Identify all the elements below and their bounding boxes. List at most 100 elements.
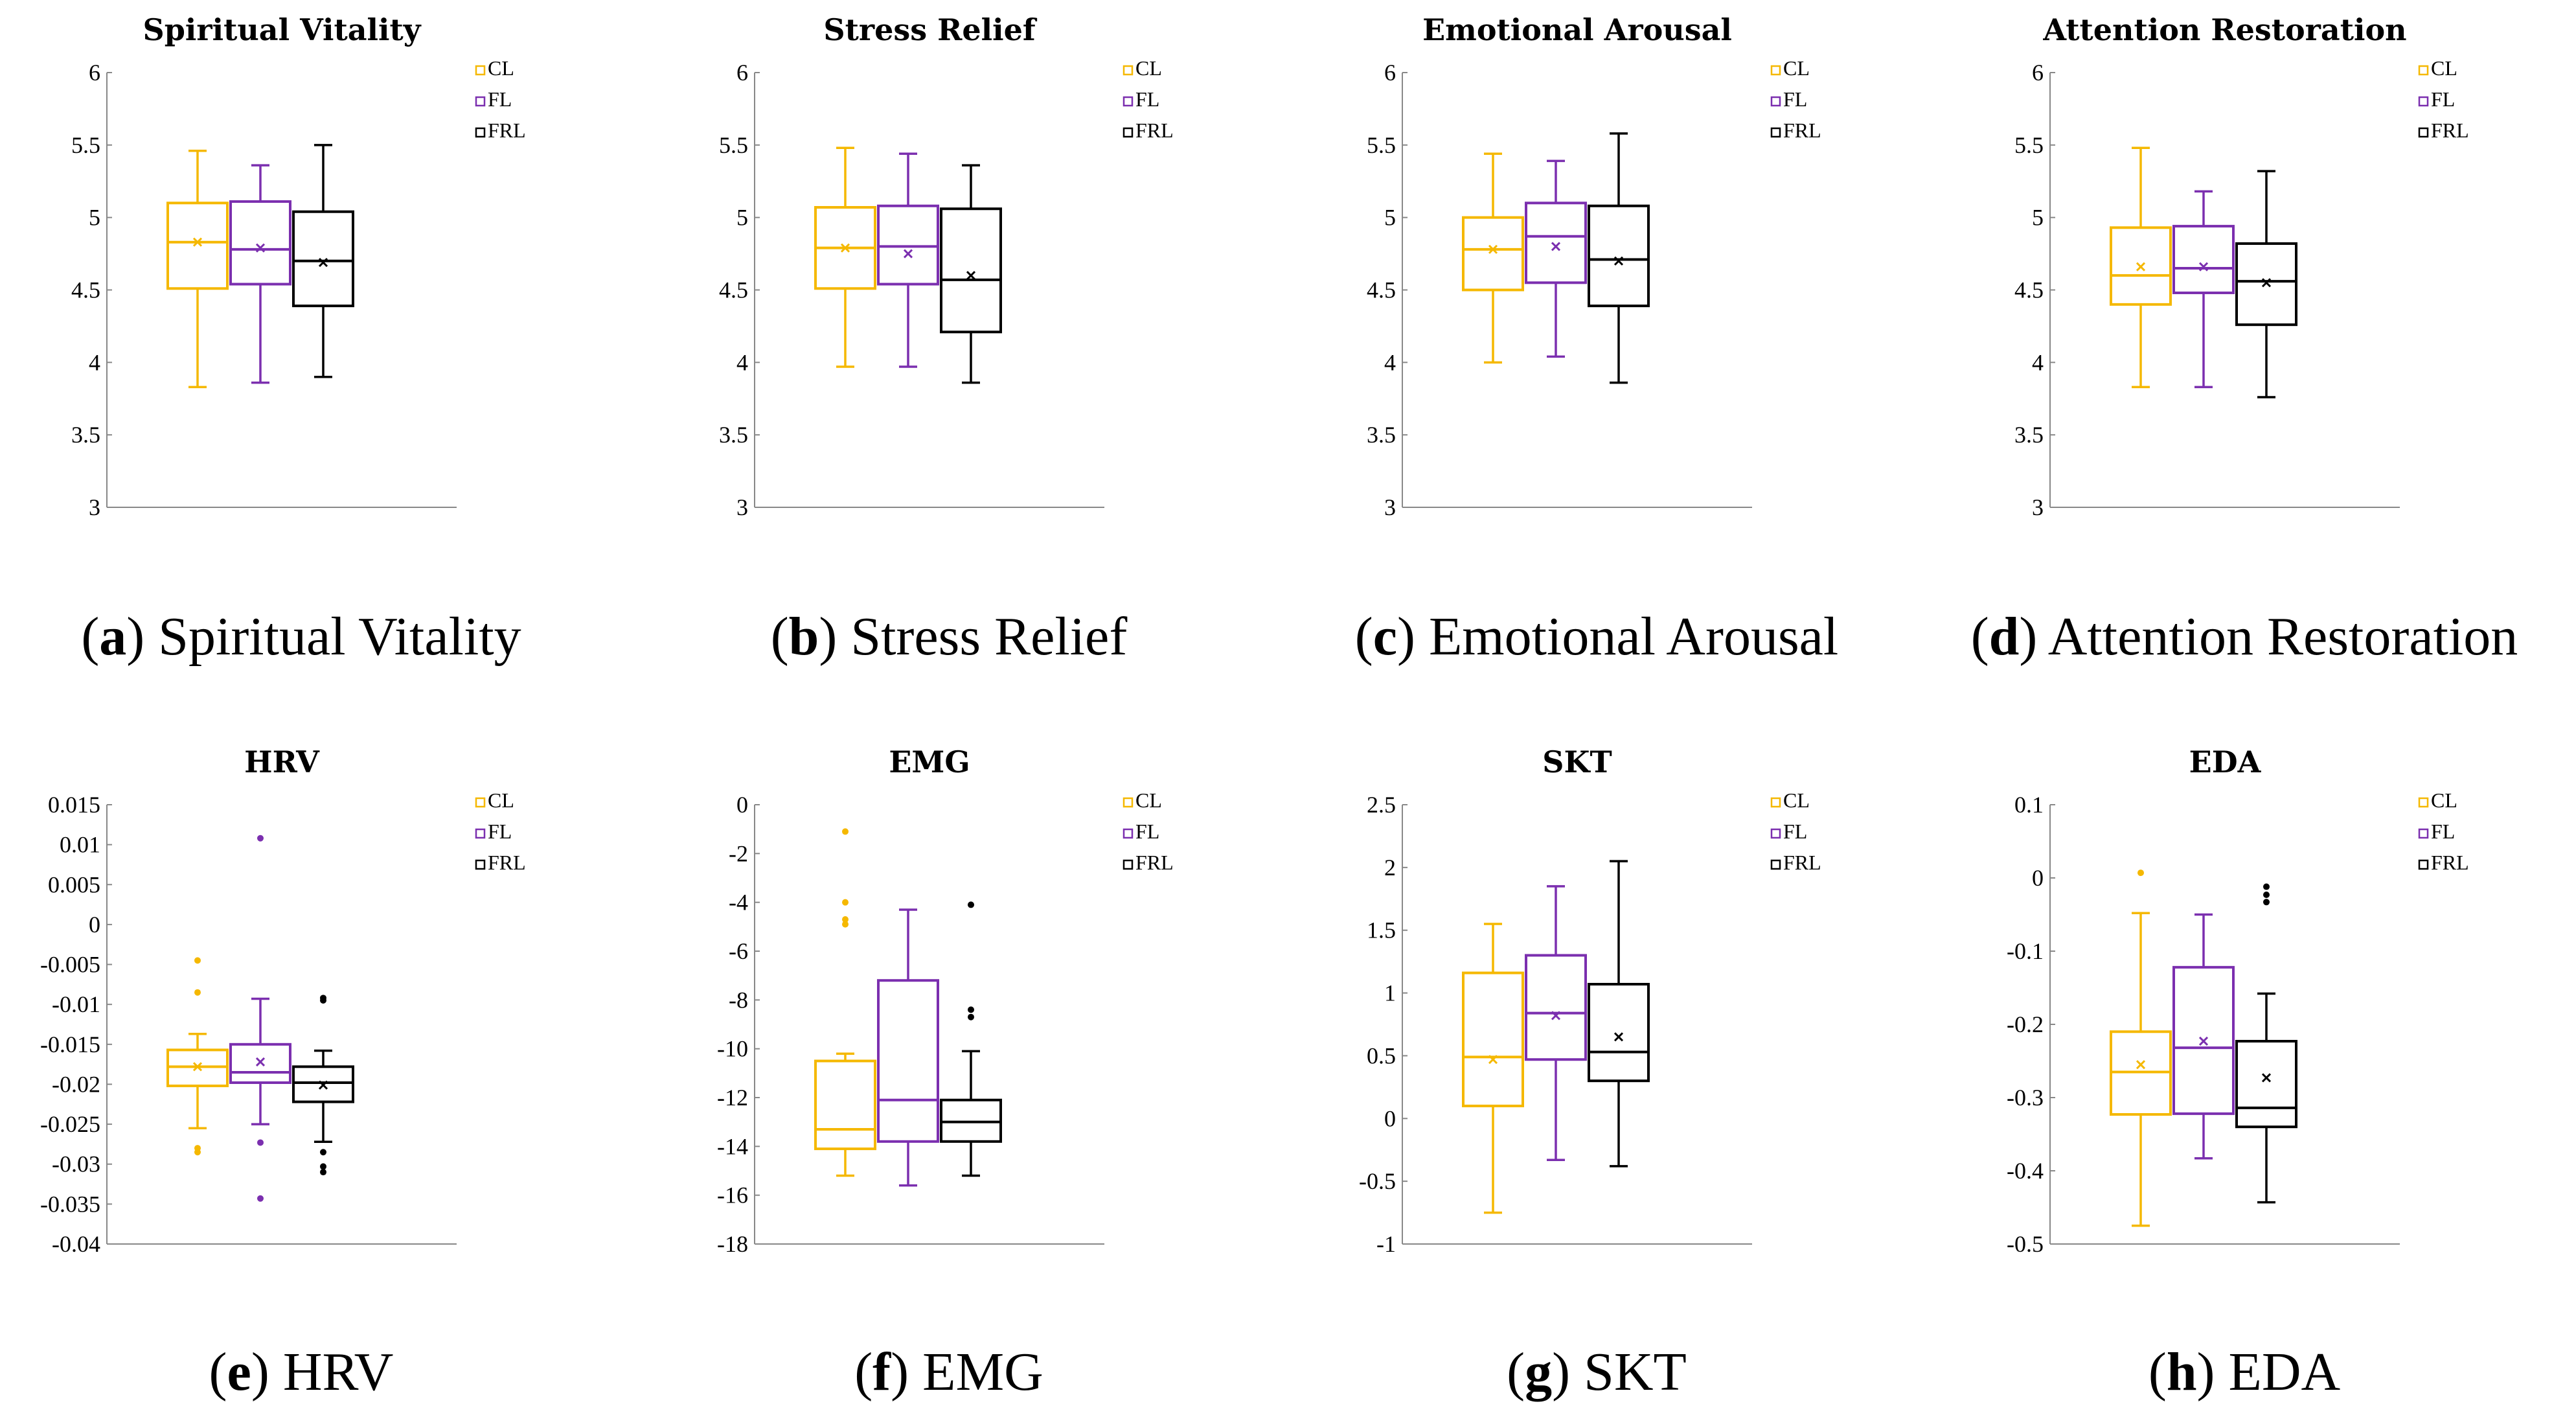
box-fl bbox=[877, 152, 939, 368]
box-iqr bbox=[1525, 202, 1587, 284]
outlier-point bbox=[257, 835, 264, 842]
legend-label-fl: FL bbox=[1783, 820, 1807, 843]
y-tick-label: 3.5 bbox=[1367, 422, 1396, 448]
caption-text: Attention Restoration bbox=[2048, 606, 2518, 667]
caption-letter: b bbox=[789, 606, 819, 667]
outlier-point bbox=[2263, 891, 2270, 898]
box-iqr bbox=[2235, 1039, 2297, 1129]
y-tick-label: -0.03 bbox=[52, 1151, 100, 1177]
y-tick-label: -14 bbox=[717, 1133, 748, 1159]
mean-marker bbox=[1488, 1055, 1498, 1065]
legend-swatch-frl bbox=[1123, 859, 1134, 870]
y-tick-label: 5 bbox=[2032, 205, 2044, 231]
chart-panel-b: Stress Relief 3 3.5 4 4.5 5 5.5 6 CL FL FRL (b) Str… bbox=[719, 12, 1174, 667]
caption-paren-close: ) bbox=[819, 606, 850, 667]
box-iqr bbox=[1588, 204, 1650, 308]
box-iqr bbox=[2235, 242, 2297, 327]
legend-label-frl: FRL bbox=[2431, 851, 2469, 874]
legend-swatch-cl bbox=[1770, 65, 1781, 76]
y-tick-label: 4 bbox=[1384, 349, 1396, 375]
box-cl bbox=[814, 828, 876, 1177]
y-tick-label: 3 bbox=[1384, 494, 1396, 520]
mean-marker bbox=[318, 1080, 328, 1090]
panel-caption: (d) Attention Restoration bbox=[1971, 606, 2518, 667]
box-fl bbox=[877, 908, 939, 1187]
legend-swatch-frl bbox=[1123, 127, 1134, 138]
y-tick-label: -0.5 bbox=[2007, 1231, 2044, 1257]
panel-caption: (e) HRV bbox=[209, 1342, 394, 1402]
y-tick-label: -0.3 bbox=[2007, 1085, 2044, 1111]
y-tick-label: 6 bbox=[89, 60, 100, 86]
mean-marker bbox=[318, 257, 328, 268]
panel-caption: (f) EMG bbox=[854, 1342, 1043, 1402]
caption-paren-close: ) bbox=[251, 1342, 283, 1402]
legend-label-fl: FL bbox=[1783, 87, 1807, 111]
caption-text: EMG bbox=[922, 1342, 1043, 1402]
legend-swatch-cl bbox=[475, 65, 486, 76]
box-iqr bbox=[2172, 965, 2235, 1115]
y-tick-label: 1 bbox=[1384, 980, 1396, 1006]
legend-label-fl: FL bbox=[2431, 87, 2455, 111]
box-frl bbox=[2235, 883, 2297, 1204]
mean-marker bbox=[840, 243, 850, 253]
chart-panel-h: EDA -0.5 -0.4 -0.3 -0.2 -0.1 0 0.1 CL FL FRL (h) ED… bbox=[2007, 744, 2469, 1402]
legend-label-frl: FRL bbox=[2431, 119, 2469, 142]
box-frl bbox=[1588, 860, 1650, 1168]
box-cl bbox=[2110, 870, 2172, 1227]
caption-paren-close: ) bbox=[2019, 606, 2047, 667]
panel-caption: (h) EDA bbox=[2149, 1342, 2341, 1402]
legend-swatch-cl bbox=[2418, 797, 2429, 808]
chart-panel-d: Attention Restoration 3 3.5 4 4.5 5 5.5 6 CL FL FR… bbox=[1971, 12, 2518, 667]
y-tick-label: 4.5 bbox=[71, 277, 100, 303]
caption-paren-open: ( bbox=[771, 606, 789, 667]
y-tick-label: -8 bbox=[729, 987, 748, 1013]
legend-swatch-fl bbox=[475, 96, 486, 107]
caption-text: HRV bbox=[283, 1342, 394, 1402]
box-fl bbox=[2172, 190, 2235, 389]
caption-text: Stress Relief bbox=[850, 606, 1127, 667]
chart-title: SKT bbox=[1542, 744, 1612, 779]
y-tick-label: 5.5 bbox=[719, 132, 748, 158]
caption-letter: h bbox=[2167, 1342, 2197, 1402]
chart-panel-f: EMG -18 -16 -14 -12 -10 -8 -6 -4 -2 0 CL FL FRL (f) EM… bbox=[717, 744, 1174, 1402]
y-tick-label: 4 bbox=[89, 349, 100, 375]
legend: CL FL FRL bbox=[1123, 56, 1174, 142]
y-tick-label: 0 bbox=[2032, 865, 2044, 891]
box-frl bbox=[2235, 170, 2297, 398]
chart-title: EMG bbox=[889, 744, 970, 779]
box-iqr bbox=[292, 210, 354, 308]
legend-label-cl: CL bbox=[2431, 789, 2457, 812]
y-tick-label: 5 bbox=[736, 205, 748, 231]
mean-marker bbox=[255, 243, 266, 253]
legend-label-cl: CL bbox=[488, 789, 514, 812]
y-tick-label: 4 bbox=[2032, 349, 2044, 375]
caption-paren-open: ( bbox=[1355, 606, 1373, 667]
chart-title: HRV bbox=[244, 744, 320, 779]
box-cl bbox=[2110, 146, 2172, 389]
outlier-point bbox=[194, 989, 201, 996]
box-fl bbox=[2172, 913, 2235, 1160]
chart-panel-g: SKT -1 -0.5 0 0.5 1 1.5 2 2.5 CL FL FRL (g) SKT bbox=[1359, 744, 1821, 1402]
y-tick-label: 4.5 bbox=[1367, 277, 1396, 303]
legend: CL FL FRL bbox=[1770, 56, 1821, 142]
y-tick-label: 4 bbox=[736, 349, 748, 375]
caption-text: Emotional Arousal bbox=[1429, 606, 1838, 667]
legend-label-cl: CL bbox=[1135, 56, 1162, 80]
legend-swatch-fl bbox=[475, 828, 486, 839]
box-cl bbox=[814, 146, 876, 368]
chart-panel-e: HRV -0.04 -0.035 -0.03 -0.025 -0.02 -0.015 -0.0… bbox=[40, 744, 526, 1402]
caption-paren-open: ( bbox=[209, 1342, 227, 1402]
box-iqr bbox=[229, 200, 291, 286]
outlier-point bbox=[2137, 870, 2144, 877]
box-iqr bbox=[2172, 225, 2235, 294]
y-tick-label: -1 bbox=[1376, 1231, 1396, 1257]
box-fl bbox=[229, 164, 291, 384]
caption-text: EDA bbox=[2229, 1342, 2341, 1402]
y-tick-label: 5 bbox=[1384, 205, 1396, 231]
legend-swatch-cl bbox=[1123, 65, 1134, 76]
outlier-point bbox=[257, 1139, 264, 1146]
caption-paren-close: ) bbox=[2197, 1342, 2229, 1402]
y-tick-label: 5.5 bbox=[1367, 132, 1396, 158]
y-tick-label: -4 bbox=[729, 890, 748, 916]
legend-swatch-frl bbox=[2418, 859, 2429, 870]
